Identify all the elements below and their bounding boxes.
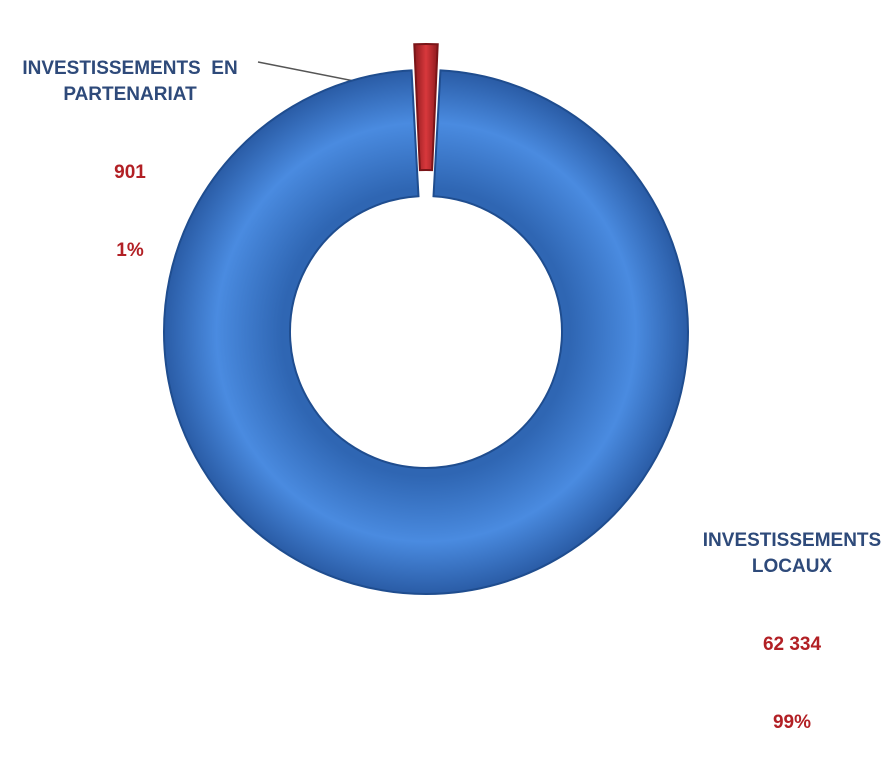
slice-name-partenariat: INVESTISSEMENTS EN PARTENARIAT bbox=[22, 58, 238, 105]
donut-slice-0 bbox=[413, 43, 439, 172]
slice-label-locaux: INVESTISSEMENTS LOCAUX 62 334 99% bbox=[692, 476, 892, 762]
slice-name-locaux: INVESTISSEMENTS LOCAUX bbox=[702, 530, 882, 577]
slice-value-locaux: 62 334 bbox=[762, 634, 822, 655]
donut-slice-1 bbox=[163, 69, 689, 595]
slice-label-partenariat: INVESTISSEMENTS EN PARTENARIAT 901 1% bbox=[4, 4, 256, 290]
slice-percent-locaux: 99% bbox=[772, 712, 812, 733]
donut-chart bbox=[163, 43, 689, 595]
slice-percent-partenariat: 1% bbox=[116, 240, 144, 261]
slice-value-partenariat: 901 bbox=[114, 162, 146, 183]
